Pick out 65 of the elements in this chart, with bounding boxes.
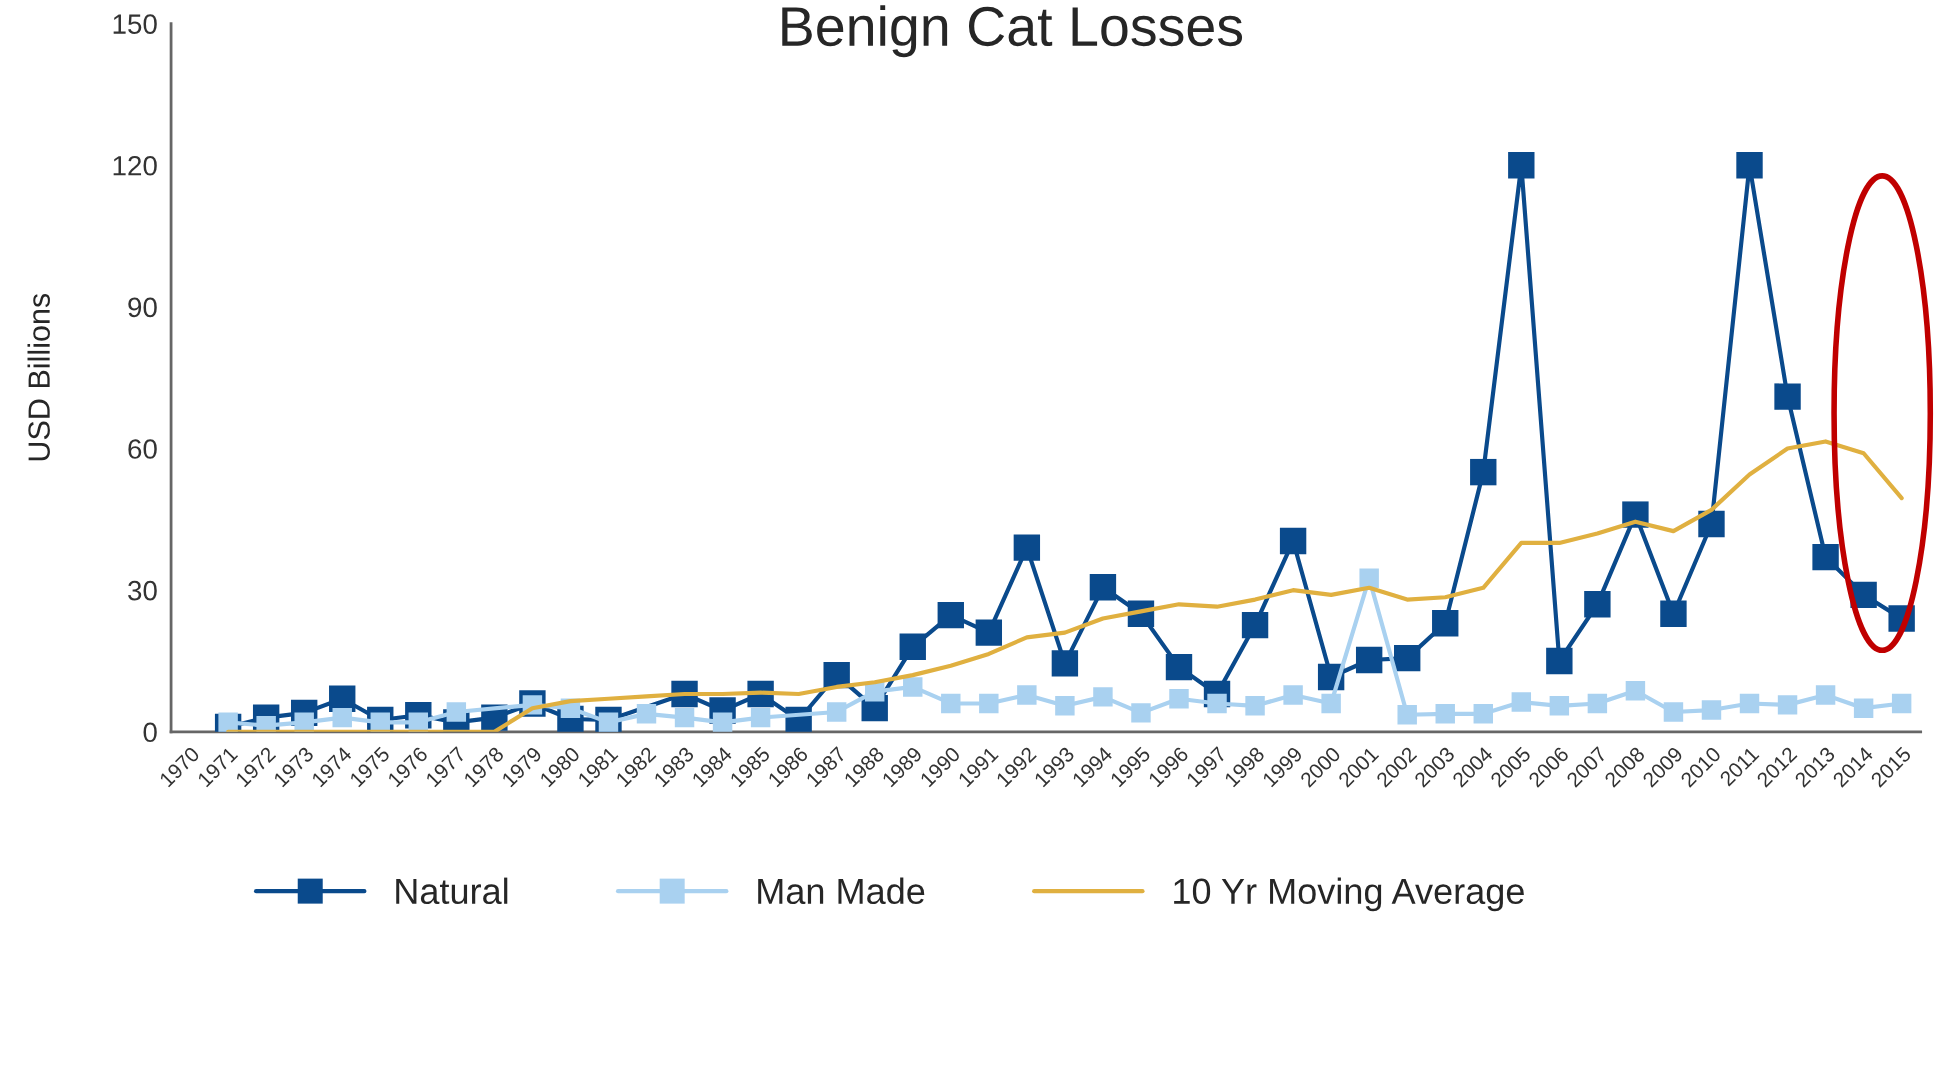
point xyxy=(1777,695,1798,715)
point xyxy=(1739,693,1760,714)
point xyxy=(1663,702,1684,722)
point xyxy=(1549,696,1570,716)
point xyxy=(218,712,238,732)
y-axis-title: USD Billions xyxy=(27,293,50,461)
point xyxy=(1774,383,1801,410)
point xyxy=(636,704,657,724)
point xyxy=(1812,543,1839,571)
point xyxy=(1131,703,1151,723)
y-tick-label: 90 xyxy=(128,297,157,318)
point xyxy=(826,702,847,722)
point xyxy=(1283,685,1303,705)
y-tick-label: 0 xyxy=(143,722,157,743)
point xyxy=(899,633,926,660)
point xyxy=(1432,610,1459,637)
point xyxy=(1508,152,1535,179)
point xyxy=(1815,685,1836,705)
point xyxy=(1051,650,1079,677)
point xyxy=(1435,704,1455,724)
point xyxy=(937,601,964,629)
point xyxy=(1546,647,1573,675)
point xyxy=(1511,692,1532,712)
point xyxy=(1587,693,1608,714)
y-tick-label: 60 xyxy=(128,439,157,459)
y-tick-label: 30 xyxy=(128,580,157,601)
point xyxy=(1165,653,1193,681)
point xyxy=(1625,680,1646,701)
point xyxy=(1397,705,1417,725)
legend-label: 10 Yr Moving Average xyxy=(1174,877,1524,912)
point xyxy=(712,712,733,732)
point xyxy=(750,707,771,728)
point xyxy=(1660,600,1687,627)
point xyxy=(1701,700,1722,720)
chart-title: Benign Cat Losses xyxy=(782,5,1243,58)
point xyxy=(1013,534,1041,561)
point xyxy=(674,707,695,728)
point xyxy=(1241,611,1269,639)
point xyxy=(1473,704,1493,724)
point xyxy=(1245,696,1265,716)
point xyxy=(1093,687,1113,707)
point xyxy=(1584,591,1611,618)
y-tick-label: 150 xyxy=(113,14,157,34)
point xyxy=(1089,574,1117,601)
point xyxy=(1470,458,1497,486)
point xyxy=(1394,644,1421,672)
point xyxy=(975,619,1003,646)
point xyxy=(1055,696,1075,716)
y-tick-label: 120 xyxy=(113,155,157,176)
point xyxy=(1321,693,1341,714)
point xyxy=(1698,510,1725,538)
point xyxy=(1891,693,1912,714)
point xyxy=(332,707,352,728)
point xyxy=(1017,685,1037,705)
legend-label: Natural xyxy=(396,877,508,905)
point xyxy=(1736,152,1763,179)
point xyxy=(1355,646,1383,674)
point xyxy=(1169,689,1189,709)
point xyxy=(1853,698,1874,718)
point xyxy=(1359,568,1379,589)
point xyxy=(941,693,961,714)
point xyxy=(903,677,923,697)
legend-label: Man Made xyxy=(758,877,925,905)
point xyxy=(979,693,999,714)
point xyxy=(1279,527,1307,555)
